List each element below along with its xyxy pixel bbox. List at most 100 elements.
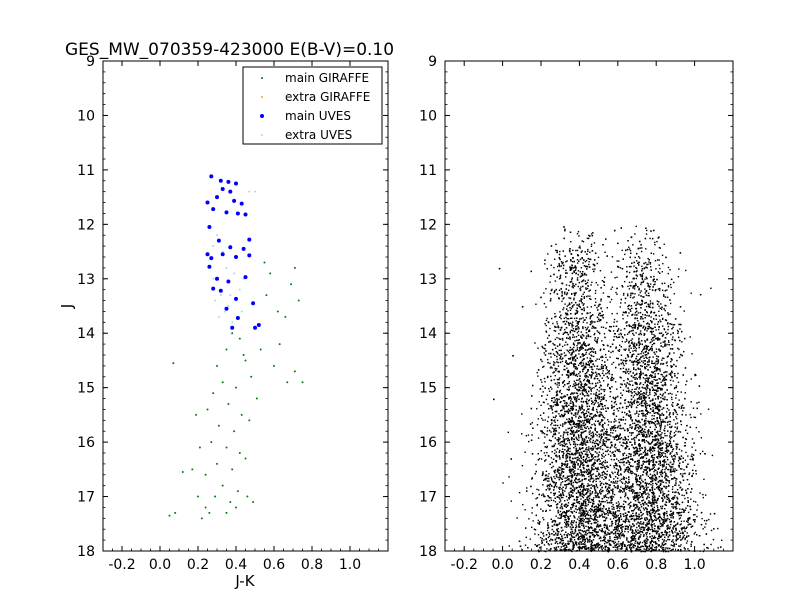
scatter-point <box>569 338 571 340</box>
scatter-point <box>635 277 638 280</box>
left-panel: -0.2 0.0 0.2 0.4 0.6 0.8 1.0910111213141516171… <box>58 40 394 590</box>
scatter-point <box>541 542 543 544</box>
scatter-point <box>597 337 599 339</box>
scatter-point <box>579 245 581 247</box>
scatter-point <box>613 493 616 496</box>
scatter-point <box>554 443 557 445</box>
scatter-point <box>598 358 600 360</box>
scatter-point <box>605 485 607 488</box>
scatter-point <box>659 416 661 418</box>
scatter-point <box>598 393 600 396</box>
scatter-point <box>639 530 641 532</box>
scatter-point <box>589 501 592 504</box>
scatter-point <box>654 323 656 325</box>
scatter-point <box>225 266 228 269</box>
scatter-point <box>600 307 602 309</box>
scatter-point <box>562 267 565 270</box>
scatter-point <box>537 418 540 420</box>
scatter-point <box>622 476 625 478</box>
scatter-point <box>562 539 564 542</box>
scatter-point <box>692 514 695 516</box>
scatter-point <box>653 514 655 517</box>
scatter-point <box>609 395 611 398</box>
scatter-point <box>581 510 583 512</box>
scatter-point <box>677 381 680 384</box>
scatter-point <box>576 486 578 489</box>
scatter-point <box>582 496 585 499</box>
scatter-point <box>224 306 229 311</box>
scatter-point <box>667 476 669 478</box>
left-y-tick-label: 11 <box>77 163 95 179</box>
scatter-point <box>581 512 583 514</box>
scatter-point <box>599 509 602 511</box>
scatter-point <box>212 277 215 280</box>
scatter-point <box>566 521 569 523</box>
scatter-point <box>543 494 545 497</box>
scatter-point <box>627 541 629 543</box>
scatter-point <box>658 377 660 380</box>
scatter-point <box>589 492 591 494</box>
scatter-point <box>571 302 573 304</box>
scatter-point <box>634 349 636 352</box>
scatter-point <box>583 510 586 512</box>
scatter-point <box>218 178 223 183</box>
scatter-point <box>543 433 546 435</box>
scatter-point <box>582 471 584 473</box>
scatter-point <box>181 471 184 474</box>
scatter-point <box>597 474 600 476</box>
scatter-point <box>570 469 573 471</box>
scatter-point <box>599 439 602 441</box>
scatter-point <box>521 413 523 415</box>
scatter-point <box>669 436 671 438</box>
scatter-point <box>654 392 656 394</box>
scatter-point <box>588 451 591 453</box>
scatter-point <box>660 422 662 425</box>
scatter-point <box>582 474 585 476</box>
scatter-point <box>668 439 671 442</box>
scatter-point <box>576 262 579 264</box>
scatter-point <box>563 439 566 442</box>
scatter-point <box>649 501 651 503</box>
scatter-point <box>633 288 636 290</box>
scatter-point <box>601 530 603 533</box>
scatter-point <box>612 529 615 531</box>
scatter-point <box>619 441 621 443</box>
scatter-point <box>578 305 581 308</box>
scatter-point <box>705 523 707 525</box>
scatter-point <box>214 495 217 498</box>
scatter-point <box>641 492 643 495</box>
scatter-point <box>646 263 648 266</box>
scatter-point <box>552 499 555 502</box>
scatter-point <box>597 468 600 471</box>
scatter-point <box>621 340 623 343</box>
scatter-point <box>225 511 228 514</box>
scatter-point <box>592 548 594 551</box>
scatter-point <box>675 523 677 526</box>
scatter-point <box>545 510 547 513</box>
scatter-point <box>575 436 577 438</box>
scatter-point <box>642 513 644 515</box>
scatter-point <box>594 332 596 335</box>
scatter-point <box>558 398 560 401</box>
scatter-point <box>628 368 630 370</box>
scatter-point <box>609 464 612 467</box>
scatter-point <box>687 521 689 524</box>
scatter-point <box>680 514 682 516</box>
scatter-point <box>573 336 576 338</box>
scatter-point <box>594 486 596 488</box>
scatter-point <box>555 524 557 527</box>
scatter-point <box>662 456 665 458</box>
scatter-point <box>578 472 580 475</box>
scatter-point <box>650 504 652 507</box>
scatter-point <box>663 243 665 246</box>
scatter-point <box>591 499 594 502</box>
scatter-point <box>575 309 577 312</box>
scatter-point <box>562 475 564 478</box>
scatter-point <box>659 428 662 430</box>
scatter-point <box>569 538 571 540</box>
scatter-point <box>662 465 664 467</box>
scatter-point <box>646 512 648 514</box>
scatter-point <box>548 549 550 551</box>
scatter-point <box>645 344 647 347</box>
scatter-point <box>589 297 591 300</box>
